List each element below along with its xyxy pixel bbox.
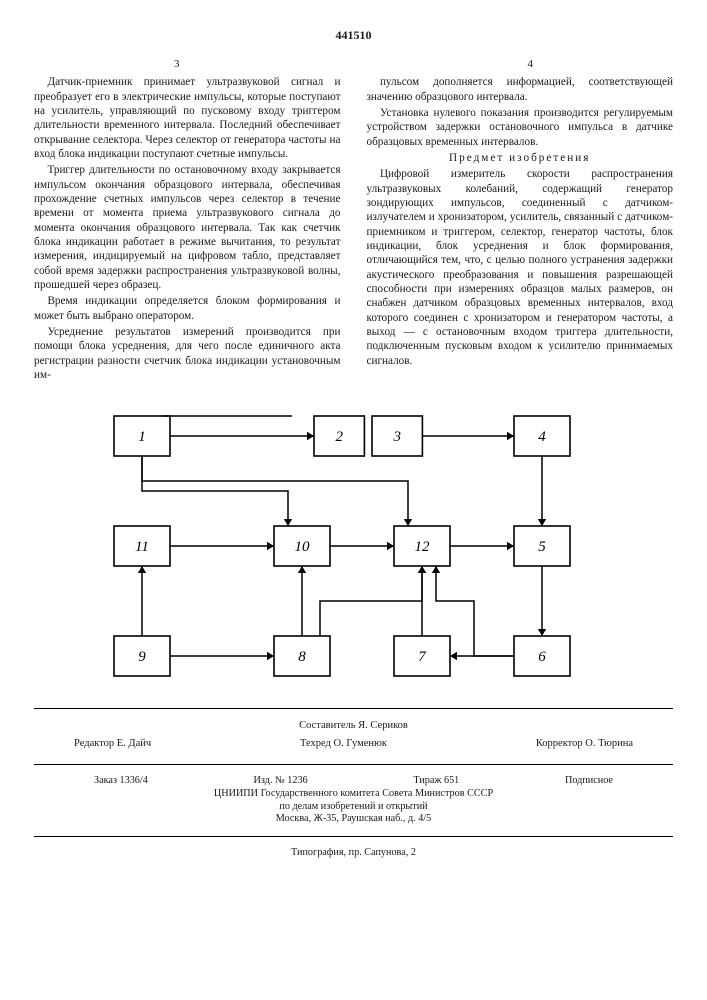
svg-text:1: 1	[138, 429, 146, 445]
credits-row: Редактор Е. Дайч Техред О. Гуменюк Корре…	[34, 733, 673, 754]
svg-text:3: 3	[392, 429, 401, 445]
svg-text:8: 8	[298, 649, 306, 665]
page-right: 4	[528, 57, 534, 71]
para: Усреднение результатов измерений произво…	[34, 325, 341, 382]
page-numbers: 3 4	[34, 57, 673, 71]
svg-text:4: 4	[538, 429, 546, 445]
svg-text:5: 5	[538, 539, 546, 555]
org-line: по делам изобретений и открытий	[34, 801, 673, 814]
svg-text:2: 2	[335, 429, 343, 445]
svg-text:10: 10	[294, 539, 310, 555]
divider	[34, 708, 673, 709]
svg-text:9: 9	[138, 649, 146, 665]
corrector: Корректор О. Тюрина	[536, 737, 633, 750]
svg-text:11: 11	[135, 539, 149, 555]
claim-text: Цифровой измеритель скорости распростран…	[367, 167, 674, 368]
page-left: 3	[174, 57, 180, 71]
block-diagram: 123411101259876	[74, 396, 634, 696]
credits-compiler: Составитель Я. Сериков	[34, 719, 673, 732]
para: Датчик-приемник принимает ультразвуковой…	[34, 75, 341, 161]
tirazh: Тираж 651	[413, 775, 459, 788]
body-text: Датчик-приемник принимает ультразвуковой…	[34, 75, 673, 382]
para: Триггер длительности по остановочному вх…	[34, 163, 341, 292]
pub-info: Заказ 1336/4 Изд. № 1236 Тираж 651 Подпи…	[34, 775, 673, 826]
editor: Редактор Е. Дайч	[74, 737, 151, 750]
printer: Типография, пр. Сапунова, 2	[34, 847, 673, 860]
subscription: Подписное	[565, 775, 613, 788]
tech-editor: Техред О. Гуменюк	[300, 737, 387, 750]
claim-heading: Предмет изобретения	[367, 151, 674, 165]
document-number: 441510	[34, 28, 673, 43]
org-addr: Москва, Ж-35, Раушская наб., д. 4/5	[34, 813, 673, 826]
org-line: ЦНИИПИ Государственного комитета Совета …	[34, 788, 673, 801]
svg-text:12: 12	[414, 539, 430, 555]
para: пульсом дополняется информацией, соответ…	[367, 75, 674, 104]
izd-no: Изд. № 1236	[254, 775, 308, 788]
divider	[34, 764, 673, 765]
para: Время индикации определяется блоком форм…	[34, 294, 341, 323]
divider	[34, 836, 673, 837]
order-no: Заказ 1336/4	[94, 775, 148, 788]
svg-text:6: 6	[538, 649, 546, 665]
para: Установка нулевого показания производитс…	[367, 106, 674, 149]
